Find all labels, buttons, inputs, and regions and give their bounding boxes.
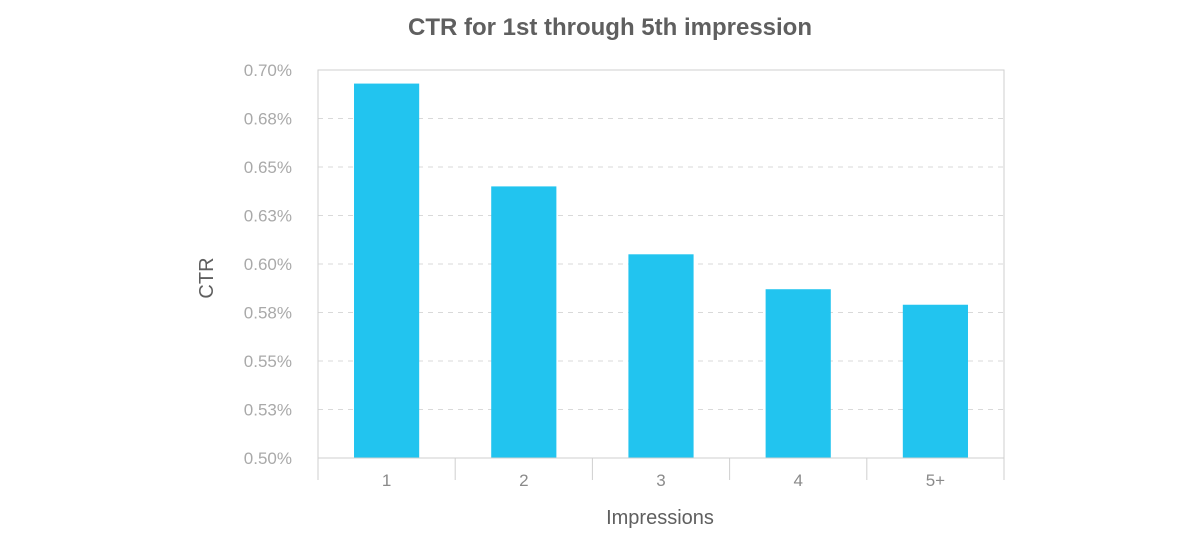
y-tick-label: 0.60%	[244, 255, 292, 274]
bar-2	[491, 186, 557, 458]
bar-3	[628, 254, 694, 458]
y-tick-label: 0.68%	[244, 110, 292, 129]
x-tick-label: 2	[519, 471, 528, 490]
x-tick-label: 5+	[926, 471, 945, 490]
y-tick-label: 0.53%	[244, 401, 292, 420]
x-tick-label: 3	[656, 471, 665, 490]
y-tick-label: 0.55%	[244, 352, 292, 371]
bar-4	[765, 289, 831, 458]
x-axis-label: Impressions	[606, 507, 714, 529]
y-tick-label: 0.70%	[244, 61, 292, 80]
y-tick-label: 0.65%	[244, 158, 292, 177]
y-ticks-layer: 0.50% 0.53% 0.55% 0.58% 0.60% 0.63% 0.65% 0.68%…	[244, 61, 292, 468]
bars-layer	[354, 83, 968, 458]
plot-frame	[317, 69, 1005, 459]
bar-1	[354, 83, 420, 458]
x-tick-label: 4	[793, 471, 802, 490]
y-tick-label: 0.63%	[244, 207, 292, 226]
y-axis-label: CTR	[196, 257, 218, 298]
y-tick-label: 0.58%	[244, 304, 292, 323]
x-ticks-layer: 1 2 3 4 5+	[317, 458, 1005, 490]
y-tick-label: 0.50%	[244, 449, 292, 468]
bar-5plus	[902, 304, 968, 458]
chart-title: CTR for 1st through 5th impression	[408, 14, 812, 41]
x-tick-label: 1	[382, 471, 391, 490]
frame-layer	[317, 69, 1005, 459]
